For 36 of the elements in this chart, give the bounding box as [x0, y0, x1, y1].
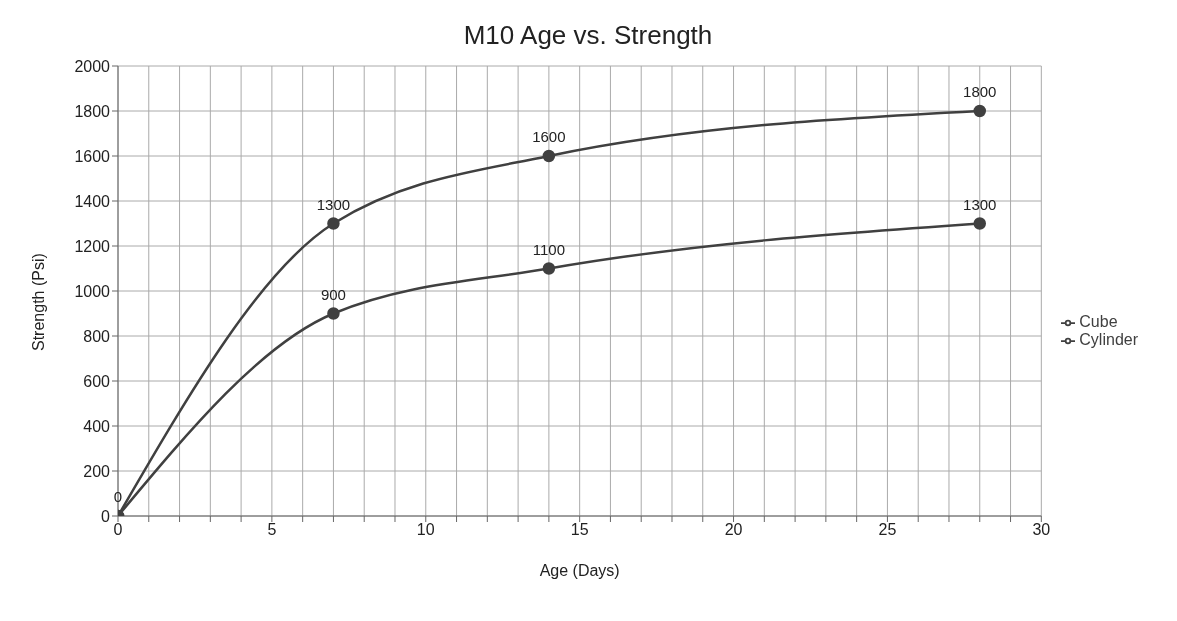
point	[542, 149, 556, 163]
y-tick-label: 400	[83, 417, 111, 435]
data-label: 1800	[963, 83, 997, 100]
point	[327, 217, 340, 230]
y-tick-label: 1000	[74, 282, 111, 300]
y-tick-label: 1800	[74, 102, 111, 120]
y-tick-label: 600	[83, 372, 111, 390]
data-label: 1300	[316, 195, 351, 213]
x-tick-label: 20	[724, 521, 743, 539]
y-tick-label: 1400	[74, 192, 111, 210]
x-tick-label: 15	[570, 521, 589, 539]
data-label: 1300	[963, 195, 997, 213]
x-tick-label: 0	[113, 521, 123, 539]
y-tick-label: 200	[83, 462, 111, 480]
y-tick-label: 2000	[74, 57, 111, 75]
x-tick-label: 30	[1032, 521, 1051, 539]
data-label: 900	[320, 285, 346, 303]
x-axis-title: Age (Days)	[539, 562, 620, 579]
legend-label: Cylinder	[1079, 331, 1138, 348]
y-tick-label: 1200	[74, 237, 111, 255]
y-axis-title: Strength (Psi)	[29, 253, 47, 351]
x-tick-label: 25	[878, 521, 897, 539]
data-label: 0	[113, 488, 123, 505]
x-tick-label: 10	[416, 521, 435, 539]
point	[327, 307, 340, 320]
y-tick-label: 800	[83, 327, 111, 345]
y-tick-label: 1600	[74, 147, 111, 165]
legend-label: Cube	[1079, 313, 1118, 330]
y-tick-label: 0	[101, 507, 111, 525]
chart-title: M10 Age vs. Strength	[462, 19, 714, 52]
point	[542, 262, 556, 275]
data-label: 1100	[532, 240, 566, 258]
data-label: 1600	[532, 128, 566, 145]
point	[973, 217, 987, 230]
x-tick-label: 5	[267, 521, 277, 539]
point	[973, 104, 987, 118]
